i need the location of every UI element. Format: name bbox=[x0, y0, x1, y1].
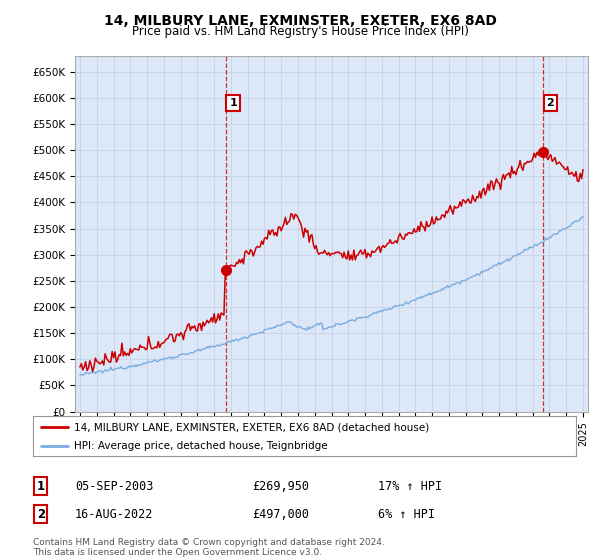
Text: 17% ↑ HPI: 17% ↑ HPI bbox=[378, 479, 442, 493]
Text: 16-AUG-2022: 16-AUG-2022 bbox=[75, 507, 154, 521]
Text: 05-SEP-2003: 05-SEP-2003 bbox=[75, 479, 154, 493]
Text: 14, MILBURY LANE, EXMINSTER, EXETER, EX6 8AD: 14, MILBURY LANE, EXMINSTER, EXETER, EX6… bbox=[104, 14, 496, 28]
Text: 2: 2 bbox=[37, 507, 45, 521]
Text: Price paid vs. HM Land Registry's House Price Index (HPI): Price paid vs. HM Land Registry's House … bbox=[131, 25, 469, 38]
Text: Contains HM Land Registry data © Crown copyright and database right 2024.
This d: Contains HM Land Registry data © Crown c… bbox=[33, 538, 385, 557]
Text: HPI: Average price, detached house, Teignbridge: HPI: Average price, detached house, Teig… bbox=[74, 441, 328, 451]
Text: 2: 2 bbox=[547, 98, 554, 108]
Text: 6% ↑ HPI: 6% ↑ HPI bbox=[378, 507, 435, 521]
Text: £269,950: £269,950 bbox=[252, 479, 309, 493]
Text: 1: 1 bbox=[229, 98, 237, 108]
Text: £497,000: £497,000 bbox=[252, 507, 309, 521]
Text: 14, MILBURY LANE, EXMINSTER, EXETER, EX6 8AD (detached house): 14, MILBURY LANE, EXMINSTER, EXETER, EX6… bbox=[74, 422, 429, 432]
Text: 1: 1 bbox=[37, 479, 45, 493]
